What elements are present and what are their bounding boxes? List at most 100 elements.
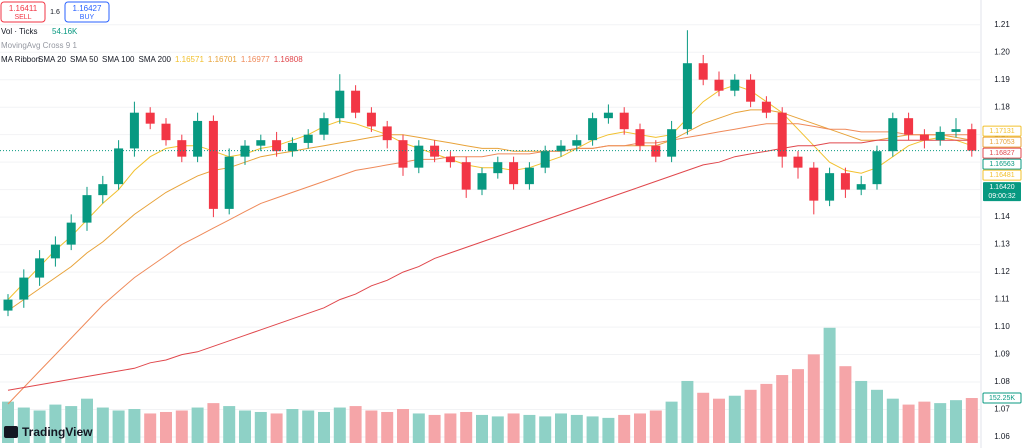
candle-body — [635, 129, 645, 146]
volume-bar — [381, 411, 394, 443]
sell-label: SELL — [14, 14, 31, 21]
price-label: 1.17131 — [989, 128, 1014, 135]
volume-bar — [207, 403, 220, 443]
y-tick-label: 1.13 — [994, 240, 1010, 249]
legend-value: 1.16701 — [208, 55, 237, 64]
candle-body — [588, 118, 598, 141]
candle-body — [382, 126, 392, 141]
volume-bar — [175, 410, 188, 443]
candle-body — [967, 129, 977, 151]
last-price-time: 09:00:32 — [988, 193, 1015, 200]
volume-bar — [950, 400, 962, 443]
volume-bar — [191, 407, 204, 443]
volume-bar — [760, 383, 773, 443]
buy-label: BUY — [80, 14, 95, 21]
volume-bar — [397, 409, 409, 443]
volume-bar — [902, 404, 915, 443]
candle-body — [114, 148, 124, 185]
price-label-box — [982, 147, 1022, 159]
candle-body — [145, 112, 155, 124]
price-label-box — [982, 125, 1022, 137]
volume-bar — [665, 401, 678, 443]
ma-line — [7, 123, 972, 405]
volume-bar — [792, 369, 804, 443]
y-tick-label: 1.10 — [994, 322, 1010, 331]
y-tick-label: 1.08 — [994, 377, 1010, 386]
price-label: 1.16481 — [989, 172, 1014, 179]
y-tick-label: 1.12 — [994, 267, 1010, 276]
volume-label: 152.25K — [989, 395, 1015, 402]
volume-bar — [728, 395, 741, 443]
candle-body — [208, 120, 218, 209]
candle-body — [82, 195, 92, 223]
y-tick-label: 1.09 — [994, 350, 1010, 359]
candle-body — [430, 145, 440, 157]
legend-name: SMA 20 — [38, 55, 67, 64]
candle-body — [603, 112, 613, 119]
cross-legend: MovingAvg Cross 9 1 — [1, 41, 77, 50]
y-tick-label: 1.14 — [994, 212, 1010, 221]
candle-body — [335, 90, 345, 119]
candle-body — [398, 140, 408, 168]
logo: TradingView — [4, 425, 93, 439]
y-tick-label: 1.06 — [994, 432, 1010, 441]
candle-body — [351, 90, 361, 113]
logo-icon — [4, 426, 18, 438]
volume-bar — [491, 416, 504, 443]
volume-bar — [412, 413, 425, 443]
volume-bar — [112, 410, 125, 443]
candle-body — [240, 145, 250, 157]
candle-body — [667, 129, 677, 157]
candle-body — [303, 134, 313, 143]
spread: 1.6 — [50, 9, 60, 16]
candle-body — [951, 129, 961, 132]
candle-body — [319, 118, 329, 135]
y-tick-label: 1.20 — [994, 47, 1010, 56]
last-price-label: 1.16420 — [989, 184, 1014, 191]
candle-body — [651, 145, 661, 157]
volume-legend: Vol · Ticks — [1, 27, 37, 36]
candle-body — [572, 140, 582, 146]
volume-legend-value: 54.16K — [52, 27, 78, 36]
candle-body — [698, 63, 708, 80]
volume-bar — [649, 410, 662, 443]
candle-body — [714, 79, 724, 91]
candle-body — [619, 112, 629, 130]
volume-bar — [365, 410, 378, 443]
candle-body — [50, 244, 60, 259]
candle-body — [493, 162, 503, 174]
ma-line — [7, 109, 972, 312]
candle-body — [540, 151, 550, 168]
volume-bar — [555, 413, 567, 443]
volume-bar — [318, 411, 330, 443]
candle-body — [872, 151, 882, 185]
candle-body — [256, 140, 266, 146]
volume-bar — [270, 413, 283, 443]
volume-bar — [618, 414, 631, 443]
last-price-box — [983, 182, 1021, 202]
volume-bar — [586, 416, 599, 443]
volume-bar — [428, 414, 441, 443]
price-label-box — [982, 169, 1022, 181]
volume-bar — [918, 401, 931, 443]
y-tick-label: 1.07 — [994, 405, 1010, 414]
volume-bar — [807, 354, 820, 443]
volume-bar — [239, 410, 251, 443]
price-label: 1.16827 — [989, 150, 1014, 157]
candle-body — [177, 140, 187, 157]
volume-bar — [223, 406, 236, 443]
buy-button[interactable] — [64, 1, 110, 23]
volume-bar — [302, 410, 315, 443]
candle-body — [445, 156, 455, 163]
volume-bar — [476, 414, 488, 443]
volume-bar — [333, 407, 346, 443]
volume-bar — [744, 389, 757, 443]
price-label: 1.16563 — [989, 161, 1014, 168]
volume-bar — [523, 414, 536, 443]
candle-body — [793, 156, 803, 168]
sell-button[interactable] — [0, 1, 46, 23]
volume-bar — [634, 413, 646, 443]
candle-body — [287, 142, 297, 152]
candle-body — [98, 184, 108, 196]
